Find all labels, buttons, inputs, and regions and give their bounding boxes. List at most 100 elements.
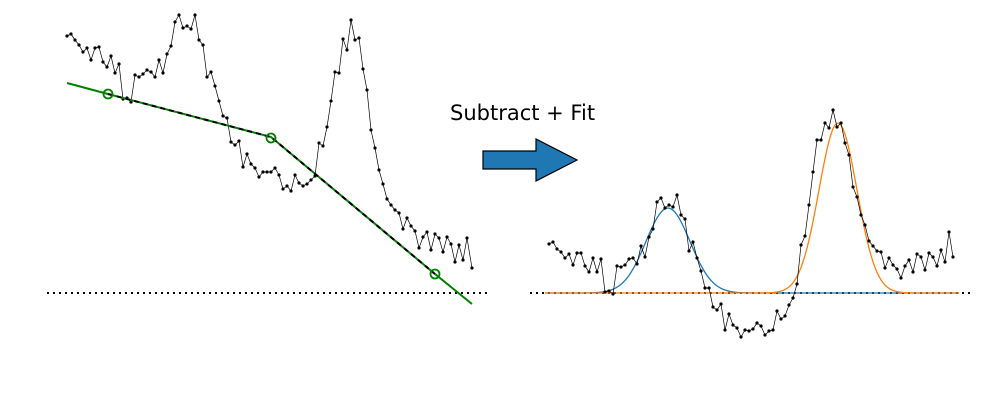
trace-point — [891, 263, 895, 267]
trace-point — [639, 244, 643, 248]
trace-point — [623, 263, 627, 267]
trace-point — [871, 244, 875, 248]
trace-point — [461, 258, 465, 262]
trace-point — [429, 248, 433, 252]
trace-point — [723, 328, 727, 332]
trace-point — [389, 203, 393, 207]
trace-point — [329, 99, 333, 103]
trace-point — [337, 71, 341, 75]
trace-point — [755, 321, 759, 325]
trace-point — [325, 125, 329, 129]
trace-point — [879, 250, 883, 254]
trace-point — [437, 236, 441, 240]
trace-point — [939, 248, 943, 252]
trace-point — [373, 146, 377, 150]
trace-point — [77, 43, 81, 47]
trace-point — [265, 170, 269, 174]
trace-point — [157, 58, 161, 62]
trace-point — [767, 329, 771, 333]
trace-point — [249, 162, 253, 166]
trace-point — [935, 264, 939, 268]
trace-point — [931, 255, 935, 259]
trace-point — [185, 24, 189, 28]
trace-point — [85, 46, 89, 50]
trace-point — [855, 195, 859, 199]
trace-point — [619, 265, 623, 269]
right-subtracted-points — [547, 108, 955, 339]
trace-point — [835, 125, 839, 129]
trace-point — [911, 270, 915, 274]
trace-point — [117, 62, 121, 66]
trace-point — [591, 256, 595, 260]
trace-point — [607, 289, 611, 293]
trace-point — [643, 255, 647, 259]
trace-point — [555, 247, 559, 251]
trace-point — [587, 270, 591, 274]
baseline-anchor-3 — [429, 268, 441, 280]
trace-point — [779, 317, 783, 321]
trace-point — [803, 234, 807, 238]
trace-point — [277, 173, 281, 177]
baseline-anchor-2 — [265, 132, 277, 144]
trace-point — [385, 197, 389, 201]
trace-point — [153, 75, 157, 79]
trace-point — [237, 139, 241, 143]
trace-point — [213, 84, 217, 88]
trace-point — [393, 208, 397, 212]
trace-point — [285, 184, 289, 188]
trace-point — [675, 193, 679, 197]
trace-point — [731, 323, 735, 327]
trace-point — [699, 269, 703, 273]
trace-point — [667, 203, 671, 207]
trace-point — [903, 264, 907, 268]
trace-point — [711, 305, 715, 309]
trace-point — [647, 235, 651, 239]
trace-point — [365, 88, 369, 92]
right-panel — [530, 108, 972, 339]
trace-point — [465, 236, 469, 240]
trace-point — [887, 256, 891, 260]
trace-point — [919, 255, 923, 259]
trace-point — [651, 227, 655, 231]
trace-point — [221, 114, 225, 118]
trace-point — [381, 182, 385, 186]
trace-point — [309, 178, 313, 182]
trace-point — [895, 267, 899, 271]
trace-point — [93, 46, 97, 50]
left-panel — [47, 13, 490, 305]
trace-point — [89, 58, 93, 62]
baseline-dashed-overlay — [107, 93, 436, 275]
trace-point — [225, 116, 229, 120]
trace-point — [113, 71, 117, 75]
trace-point — [875, 249, 879, 253]
trace-point — [763, 333, 767, 337]
trace-point — [409, 224, 413, 228]
trace-point — [551, 240, 555, 244]
trace-point — [807, 203, 811, 207]
trace-point — [671, 205, 675, 209]
trace-point — [703, 286, 707, 290]
trace-point — [229, 140, 233, 144]
trace-point — [899, 276, 903, 280]
trace-point — [907, 258, 911, 262]
trace-point — [269, 170, 273, 174]
trace-point — [727, 312, 731, 316]
trace-point — [655, 200, 659, 204]
trace-point — [361, 67, 365, 71]
left-raw-points — [65, 13, 474, 270]
trace-point — [397, 211, 401, 215]
trace-point — [333, 70, 337, 74]
trace-point — [799, 243, 803, 247]
trace-point — [417, 246, 421, 250]
trace-point — [217, 99, 221, 103]
trace-point — [915, 252, 919, 256]
trace-point — [401, 227, 405, 231]
trace-point — [843, 141, 847, 145]
trace-point — [571, 263, 575, 267]
trace-point — [257, 175, 261, 179]
trace-point — [567, 252, 571, 256]
trace-point — [563, 256, 567, 260]
trace-point — [771, 328, 775, 332]
